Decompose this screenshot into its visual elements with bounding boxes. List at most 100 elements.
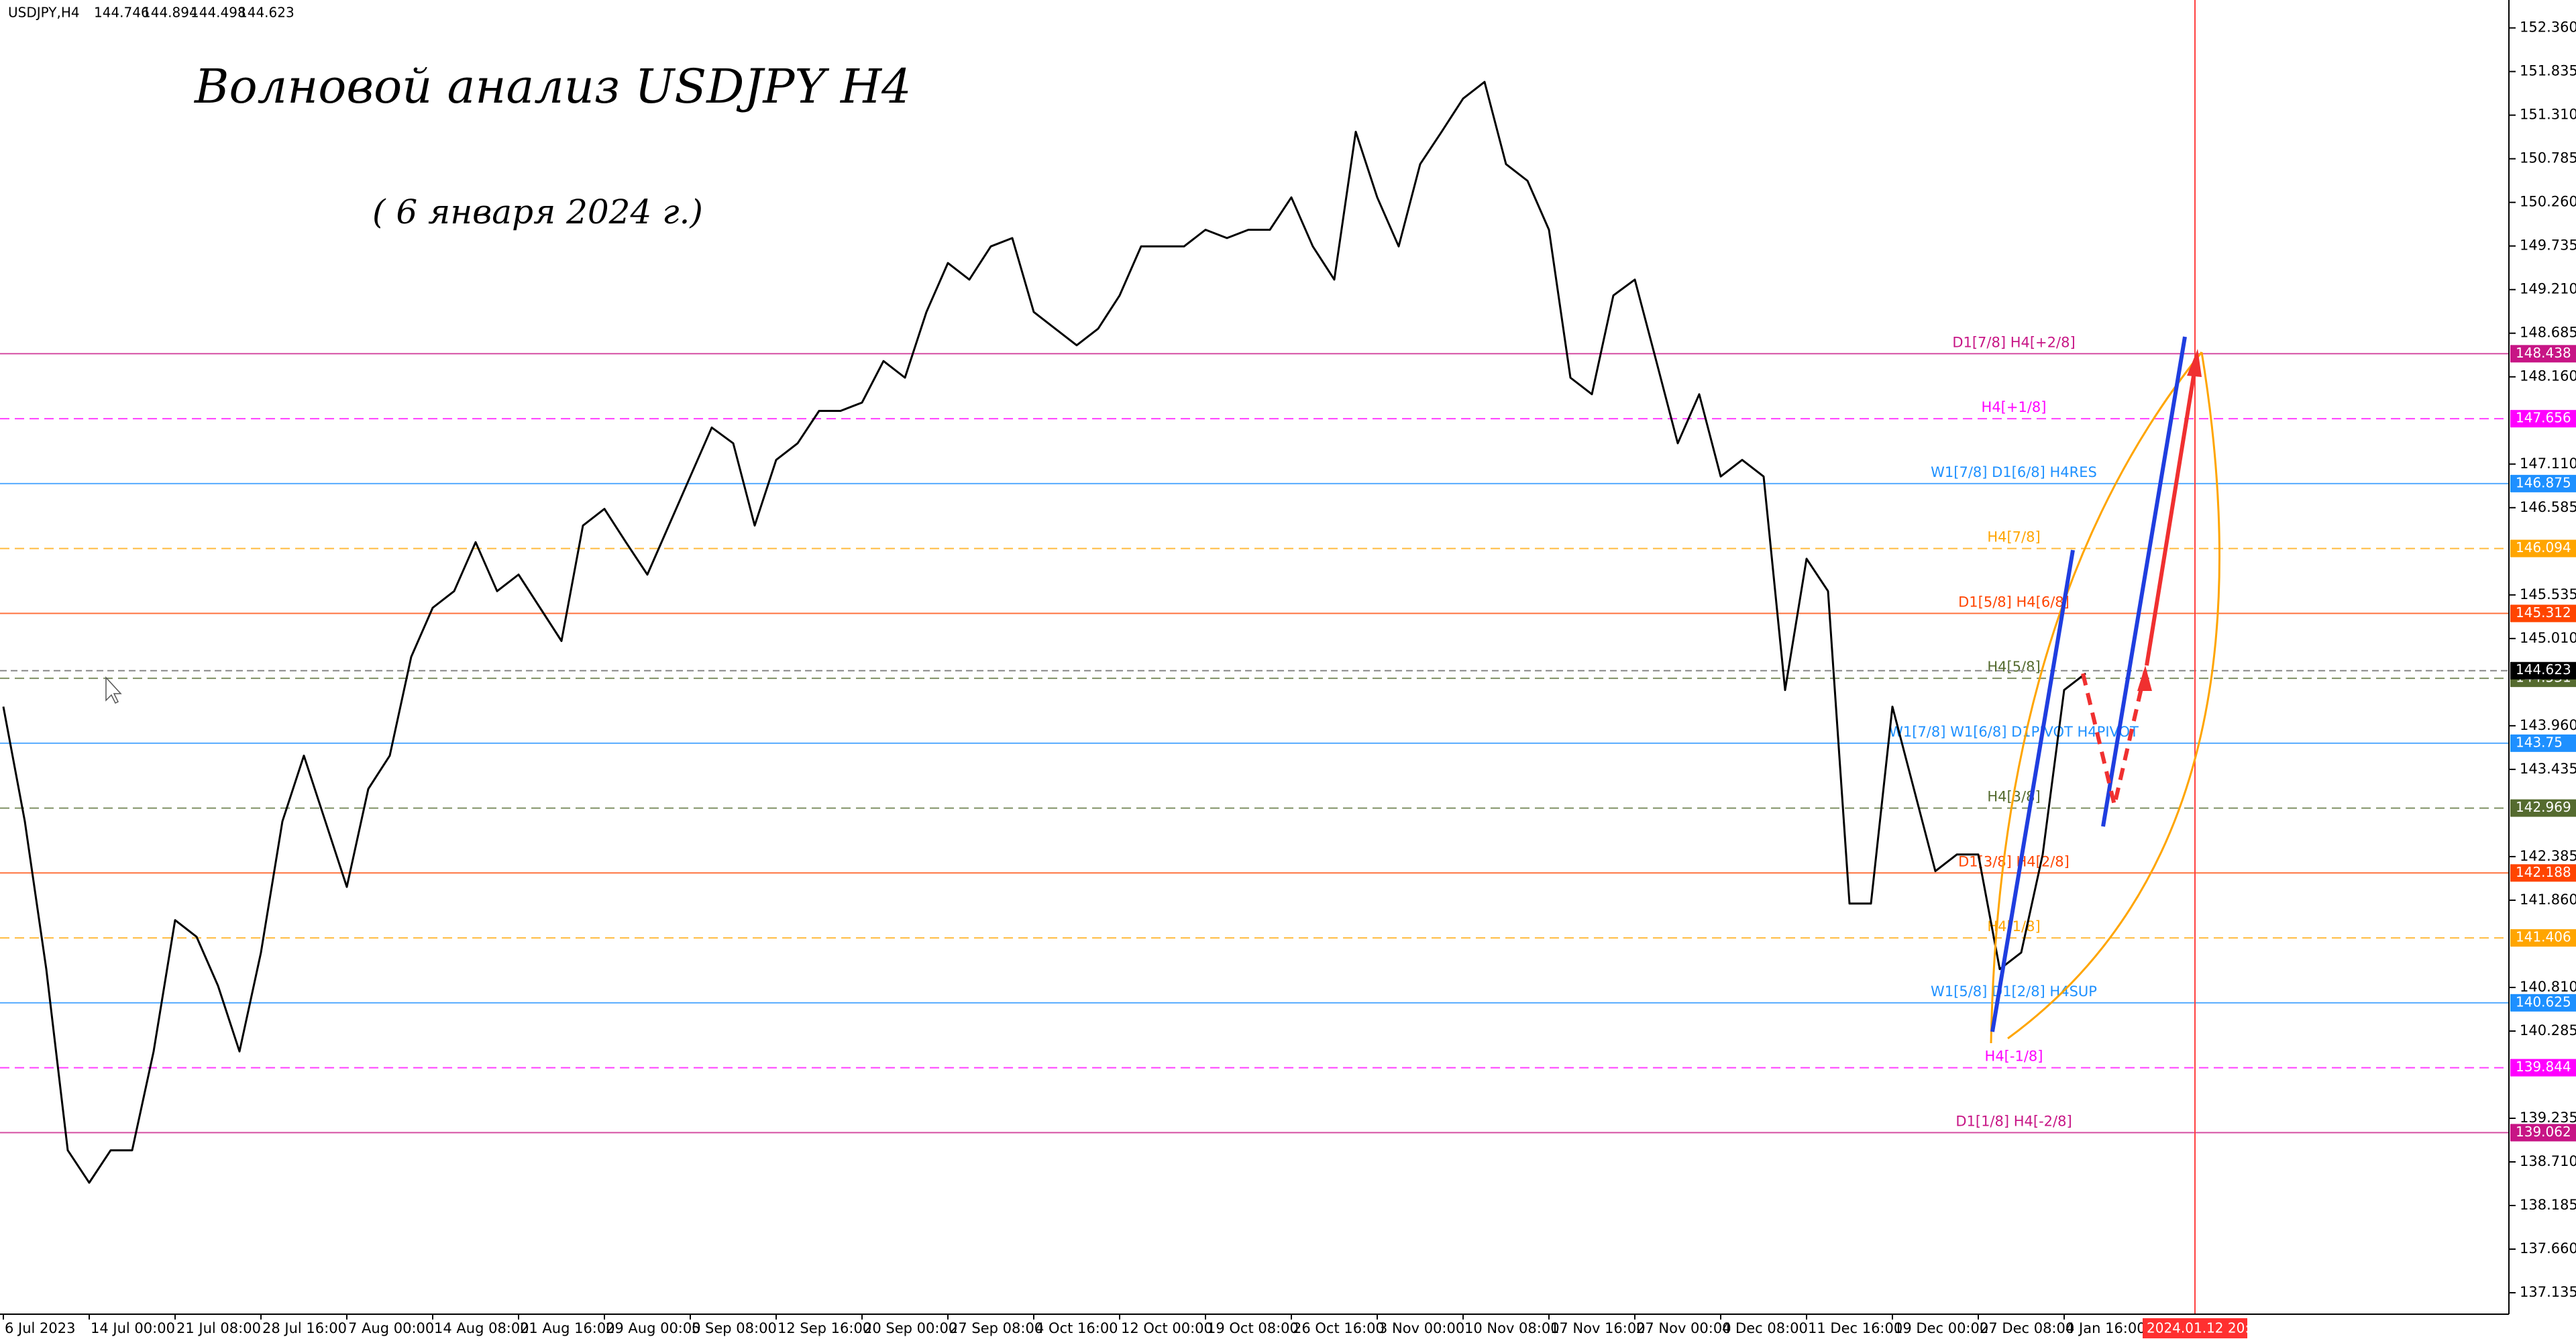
- y-tick-label: 143.435: [2520, 761, 2576, 777]
- y-tick-label: 151.835: [2520, 63, 2576, 79]
- y-tick-label: 137.135: [2520, 1284, 2576, 1300]
- channel-line: [2101, 336, 2187, 827]
- price-tag-label: 147.656: [2516, 410, 2571, 426]
- low: 144.498: [191, 5, 246, 21]
- price-tag-label: 140.625: [2516, 994, 2571, 1010]
- open: 144.746: [94, 5, 150, 21]
- price-tag: [2510, 929, 2576, 947]
- x-tick-label: 27 Sep 08:00: [949, 1320, 1043, 1336]
- y-tick-label: 138.710: [2520, 1153, 2576, 1169]
- price-tag: [2510, 345, 2576, 363]
- arrow-head: [2137, 665, 2152, 691]
- last-price-label: 144.623: [2516, 661, 2571, 678]
- price-tag: [2510, 799, 2576, 817]
- wave-arc-right: [2007, 352, 2221, 1040]
- price: [2, 81, 2086, 1184]
- x-tick-label: 21 Jul 08:00: [176, 1320, 261, 1336]
- x-tick-label: 14 Jul 00:00: [91, 1320, 175, 1336]
- price-tag-label: 139.062: [2516, 1124, 2571, 1140]
- level-label: H4[-1/8]: [1985, 1049, 2043, 1065]
- price-tag: [2510, 994, 2576, 1012]
- last-price-tag: [2510, 661, 2576, 680]
- y-tick-label: 140.810: [2520, 979, 2576, 995]
- level-label: H4[+1/8]: [1982, 399, 2047, 415]
- price-tag-label: 146.875: [2516, 474, 2571, 490]
- price-tag-label: 143.75: [2516, 734, 2563, 750]
- mouse-cursor: [105, 676, 122, 704]
- level-label: W1[5/8] D1[2/8] H4SUP: [1931, 983, 2097, 1000]
- wave-arc-left: [1990, 352, 2203, 1044]
- y-tick-label: 146.585: [2520, 499, 2576, 515]
- x-tick-label: 4 Jan 16:00: [2065, 1320, 2146, 1336]
- symbol: USDJPY,H4: [8, 5, 80, 21]
- y-tick-label: 145.535: [2520, 586, 2576, 602]
- price-tag: [2510, 474, 2576, 492]
- chart-title: Волновой анализ USDJPY H4: [193, 59, 912, 114]
- x-tick-label: 17 Nov 16:00: [1550, 1320, 1646, 1336]
- forecast-line: [2145, 367, 2197, 666]
- level-label: D1[5/8] H4[6/8]: [1958, 594, 2070, 610]
- y-tick-label: 149.735: [2520, 237, 2576, 254]
- x-tick-label: 11 Dec 16:00: [1808, 1320, 1902, 1336]
- chart-subtitle: ( 6 января 2024 г.): [372, 193, 703, 231]
- x-tick-label: 29 Aug 00:00: [606, 1320, 701, 1336]
- close: 144.623: [239, 5, 294, 21]
- x-tick-label: 12 Oct 00:00: [1121, 1320, 1213, 1336]
- x-tick-label: 26 Oct 16:00: [1293, 1320, 1385, 1336]
- x-tick-label: 19 Dec 00:00: [1894, 1320, 1988, 1336]
- y-tick-label: 148.160: [2520, 368, 2576, 384]
- level-label: D1[7/8] H4[+2/8]: [1952, 334, 2075, 350]
- price-tag: [2510, 539, 2576, 557]
- level-label: W1[7/8] D1[6/8] H4RES: [1931, 464, 2097, 480]
- y-tick-label: 137.660: [2520, 1240, 2576, 1256]
- price-tag-label: 142.188: [2516, 864, 2571, 880]
- level-label: H4[5/8]: [1987, 659, 2040, 675]
- x-tick-label: 3 Nov 00:00: [1379, 1320, 1464, 1336]
- x-tick-label: 27 Dec 08:00: [1980, 1320, 2074, 1336]
- level-label: H4[7/8]: [1987, 529, 2040, 545]
- channel-line: [1990, 549, 2075, 1032]
- level-label: W1[7/8] W1[6/8] D1PIVOT H4PIVOT: [1889, 724, 2139, 740]
- x-tick-label: 10 Nov 08:00: [1464, 1320, 1560, 1336]
- y-tick-label: 143.960: [2520, 717, 2576, 733]
- levels: D1[7/8] H4[+2/8] H4[+1/8] W1[7/8] D1[6/8] …: [0, 334, 2509, 1134]
- price-line: [2, 81, 2086, 1184]
- high: 144.894: [142, 5, 198, 21]
- x-tick-label: 5 Sep 08:00: [692, 1320, 777, 1336]
- price-tag: [2510, 604, 2576, 623]
- price-tag-label: 145.312: [2516, 604, 2571, 621]
- price-tag: [2510, 1124, 2576, 1142]
- x-tick-label: 27 Nov 00:00: [1636, 1320, 1731, 1336]
- y-tick-label: 147.110: [2520, 456, 2576, 472]
- x-tick-label: 14 Aug 08:00: [434, 1320, 529, 1336]
- y-tick-label: 138.185: [2520, 1197, 2576, 1213]
- price-tag-label: 139.844: [2516, 1059, 2571, 1075]
- y-tick-label: 148.685: [2520, 325, 2576, 341]
- y-tick-label: 141.860: [2520, 892, 2576, 908]
- time-tag-label: 2024.01.12 20:00: [2147, 1320, 2267, 1336]
- price-tag-label: 148.438: [2516, 345, 2571, 361]
- x-tick-label: 19 Oct 08:00: [1207, 1320, 1299, 1336]
- arrow-head: [2187, 349, 2202, 377]
- level-label: D1[1/8] H4[-2/8]: [1955, 1113, 2072, 1129]
- y-tick-label: 140.285: [2520, 1022, 2576, 1038]
- forecast-dashed: [2081, 670, 2147, 806]
- x-tick-label: 4 Oct 16:00: [1035, 1320, 1118, 1336]
- x-tick-label: 21 Aug 16:00: [520, 1320, 615, 1336]
- y-tick-label: 149.210: [2520, 281, 2576, 297]
- price-tag-label: 142.969: [2516, 799, 2571, 815]
- y-tick-label: 152.360: [2520, 19, 2576, 36]
- x-tick-label: 20 Sep 00:00: [863, 1320, 957, 1336]
- y-tick-label: 145.010: [2520, 630, 2576, 646]
- x-tick-label: 4 Dec 08:00: [1722, 1320, 1808, 1336]
- y-tick-label: 139.235: [2520, 1110, 2576, 1126]
- y-tick-label: 150.260: [2520, 194, 2576, 210]
- y-tick-label: 142.385: [2520, 848, 2576, 864]
- axes: 137.135 137.660 138.185 138.710 139.235 140.2…: [3, 19, 2576, 1338]
- price-tag: [2510, 734, 2576, 752]
- time-tag: [2143, 1318, 2247, 1338]
- x-tick-label: 28 Jul 16:00: [262, 1320, 347, 1336]
- price-tag: [2510, 410, 2576, 428]
